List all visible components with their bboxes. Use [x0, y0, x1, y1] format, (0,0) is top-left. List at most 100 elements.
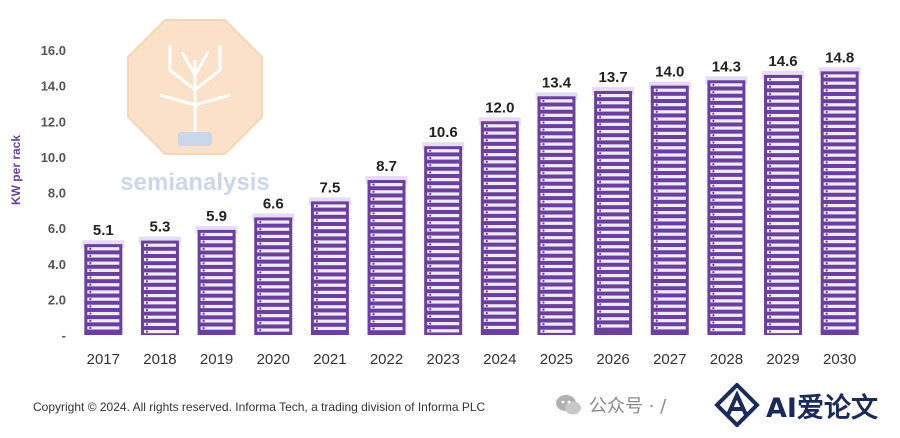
x-tick-label: 2028 [710, 351, 743, 368]
slot-led [429, 308, 432, 311]
server-slot [710, 162, 743, 166]
server-slot [483, 275, 516, 279]
slot-led [712, 227, 715, 230]
slot-led [655, 297, 658, 301]
bar-body [764, 74, 803, 335]
slot-led [768, 100, 772, 103]
server-slot [767, 128, 800, 132]
x-tick-label: 2026 [596, 351, 629, 368]
slot-led [655, 197, 658, 200]
bars [82, 67, 861, 335]
server-slot [710, 220, 743, 224]
slot-led [202, 298, 205, 301]
slot-led [485, 182, 488, 185]
slot-led [202, 233, 205, 236]
slot-led [145, 251, 149, 254]
slot-led [712, 306, 715, 310]
slot-led [712, 119, 715, 122]
server-slot [767, 113, 800, 118]
slot-led [655, 261, 658, 265]
server-slot [427, 235, 460, 239]
slot-led [825, 161, 828, 164]
slot-led [485, 261, 488, 264]
server-slot [370, 219, 403, 223]
slot-led [599, 116, 602, 119]
server-slot [767, 135, 800, 139]
x-axis: 2017 2018 2019 2020 2021 2022 2023 2024 2025 2026… [87, 351, 857, 368]
slot-led [315, 204, 318, 208]
slot-led [485, 146, 488, 149]
server-slot [710, 284, 743, 289]
slot-led [825, 319, 828, 322]
server-slot [483, 325, 516, 330]
bar [82, 240, 125, 335]
slot-led [712, 213, 715, 216]
slot-led [599, 281, 602, 284]
slot-led [655, 312, 658, 315]
slot-led [712, 148, 715, 151]
slot-led [372, 233, 375, 237]
slot-led [825, 326, 828, 330]
server-slot [87, 297, 120, 301]
slot-led [768, 136, 772, 139]
slot-led [599, 159, 602, 162]
slot-led [712, 321, 715, 324]
server-slot [823, 153, 856, 157]
slot-led [825, 110, 828, 114]
server-slot [597, 324, 630, 328]
slot-led [372, 269, 375, 273]
server-slot [597, 108, 630, 112]
slot-led [768, 208, 772, 211]
server-slot [427, 177, 460, 182]
slot-led [712, 328, 715, 331]
server-slot [540, 286, 573, 290]
server-slot [540, 221, 573, 225]
slot-led [768, 150, 772, 153]
slot-led [315, 248, 318, 251]
slot-led [655, 290, 658, 293]
server-slot [710, 270, 743, 274]
server-slot [597, 115, 630, 119]
slot-led [655, 204, 658, 207]
slot-led [145, 316, 149, 319]
server-slot [483, 153, 516, 157]
server-slot [483, 297, 516, 301]
slot-led [372, 248, 375, 251]
slot-led [655, 326, 658, 329]
slot-led [259, 285, 262, 288]
server-slot [143, 257, 176, 262]
server-slot [823, 81, 856, 85]
x-tick-label: 2023 [426, 351, 459, 368]
slot-led [429, 264, 432, 268]
slot-led [485, 167, 488, 171]
slot-led [599, 130, 602, 133]
server-slot [767, 99, 800, 103]
x-tick-label: 2019 [200, 351, 233, 368]
server-slot [143, 322, 176, 326]
watermark-text: semianalysis [120, 169, 269, 196]
server-slot [823, 175, 856, 179]
server-slot [370, 262, 403, 266]
slot-led [768, 143, 772, 146]
slot-led [429, 293, 432, 296]
slot-led [768, 251, 772, 254]
slot-led [372, 262, 375, 265]
server-slot [823, 290, 856, 294]
slot-led [712, 198, 715, 202]
server-slot [710, 320, 743, 325]
server-slot [483, 196, 516, 200]
slot-led [542, 323, 545, 326]
server-slot [597, 288, 630, 292]
slot-led [485, 268, 488, 271]
server-slot [370, 190, 403, 194]
slot-led [768, 200, 772, 204]
slot-led [599, 252, 602, 256]
slot-led [485, 153, 488, 156]
server-slot [767, 142, 800, 146]
server-slot [483, 189, 516, 193]
server-slot [653, 268, 686, 272]
slot-led [202, 291, 205, 294]
server-slot [653, 189, 686, 193]
server-slot [540, 171, 573, 175]
slot-led [202, 327, 205, 330]
